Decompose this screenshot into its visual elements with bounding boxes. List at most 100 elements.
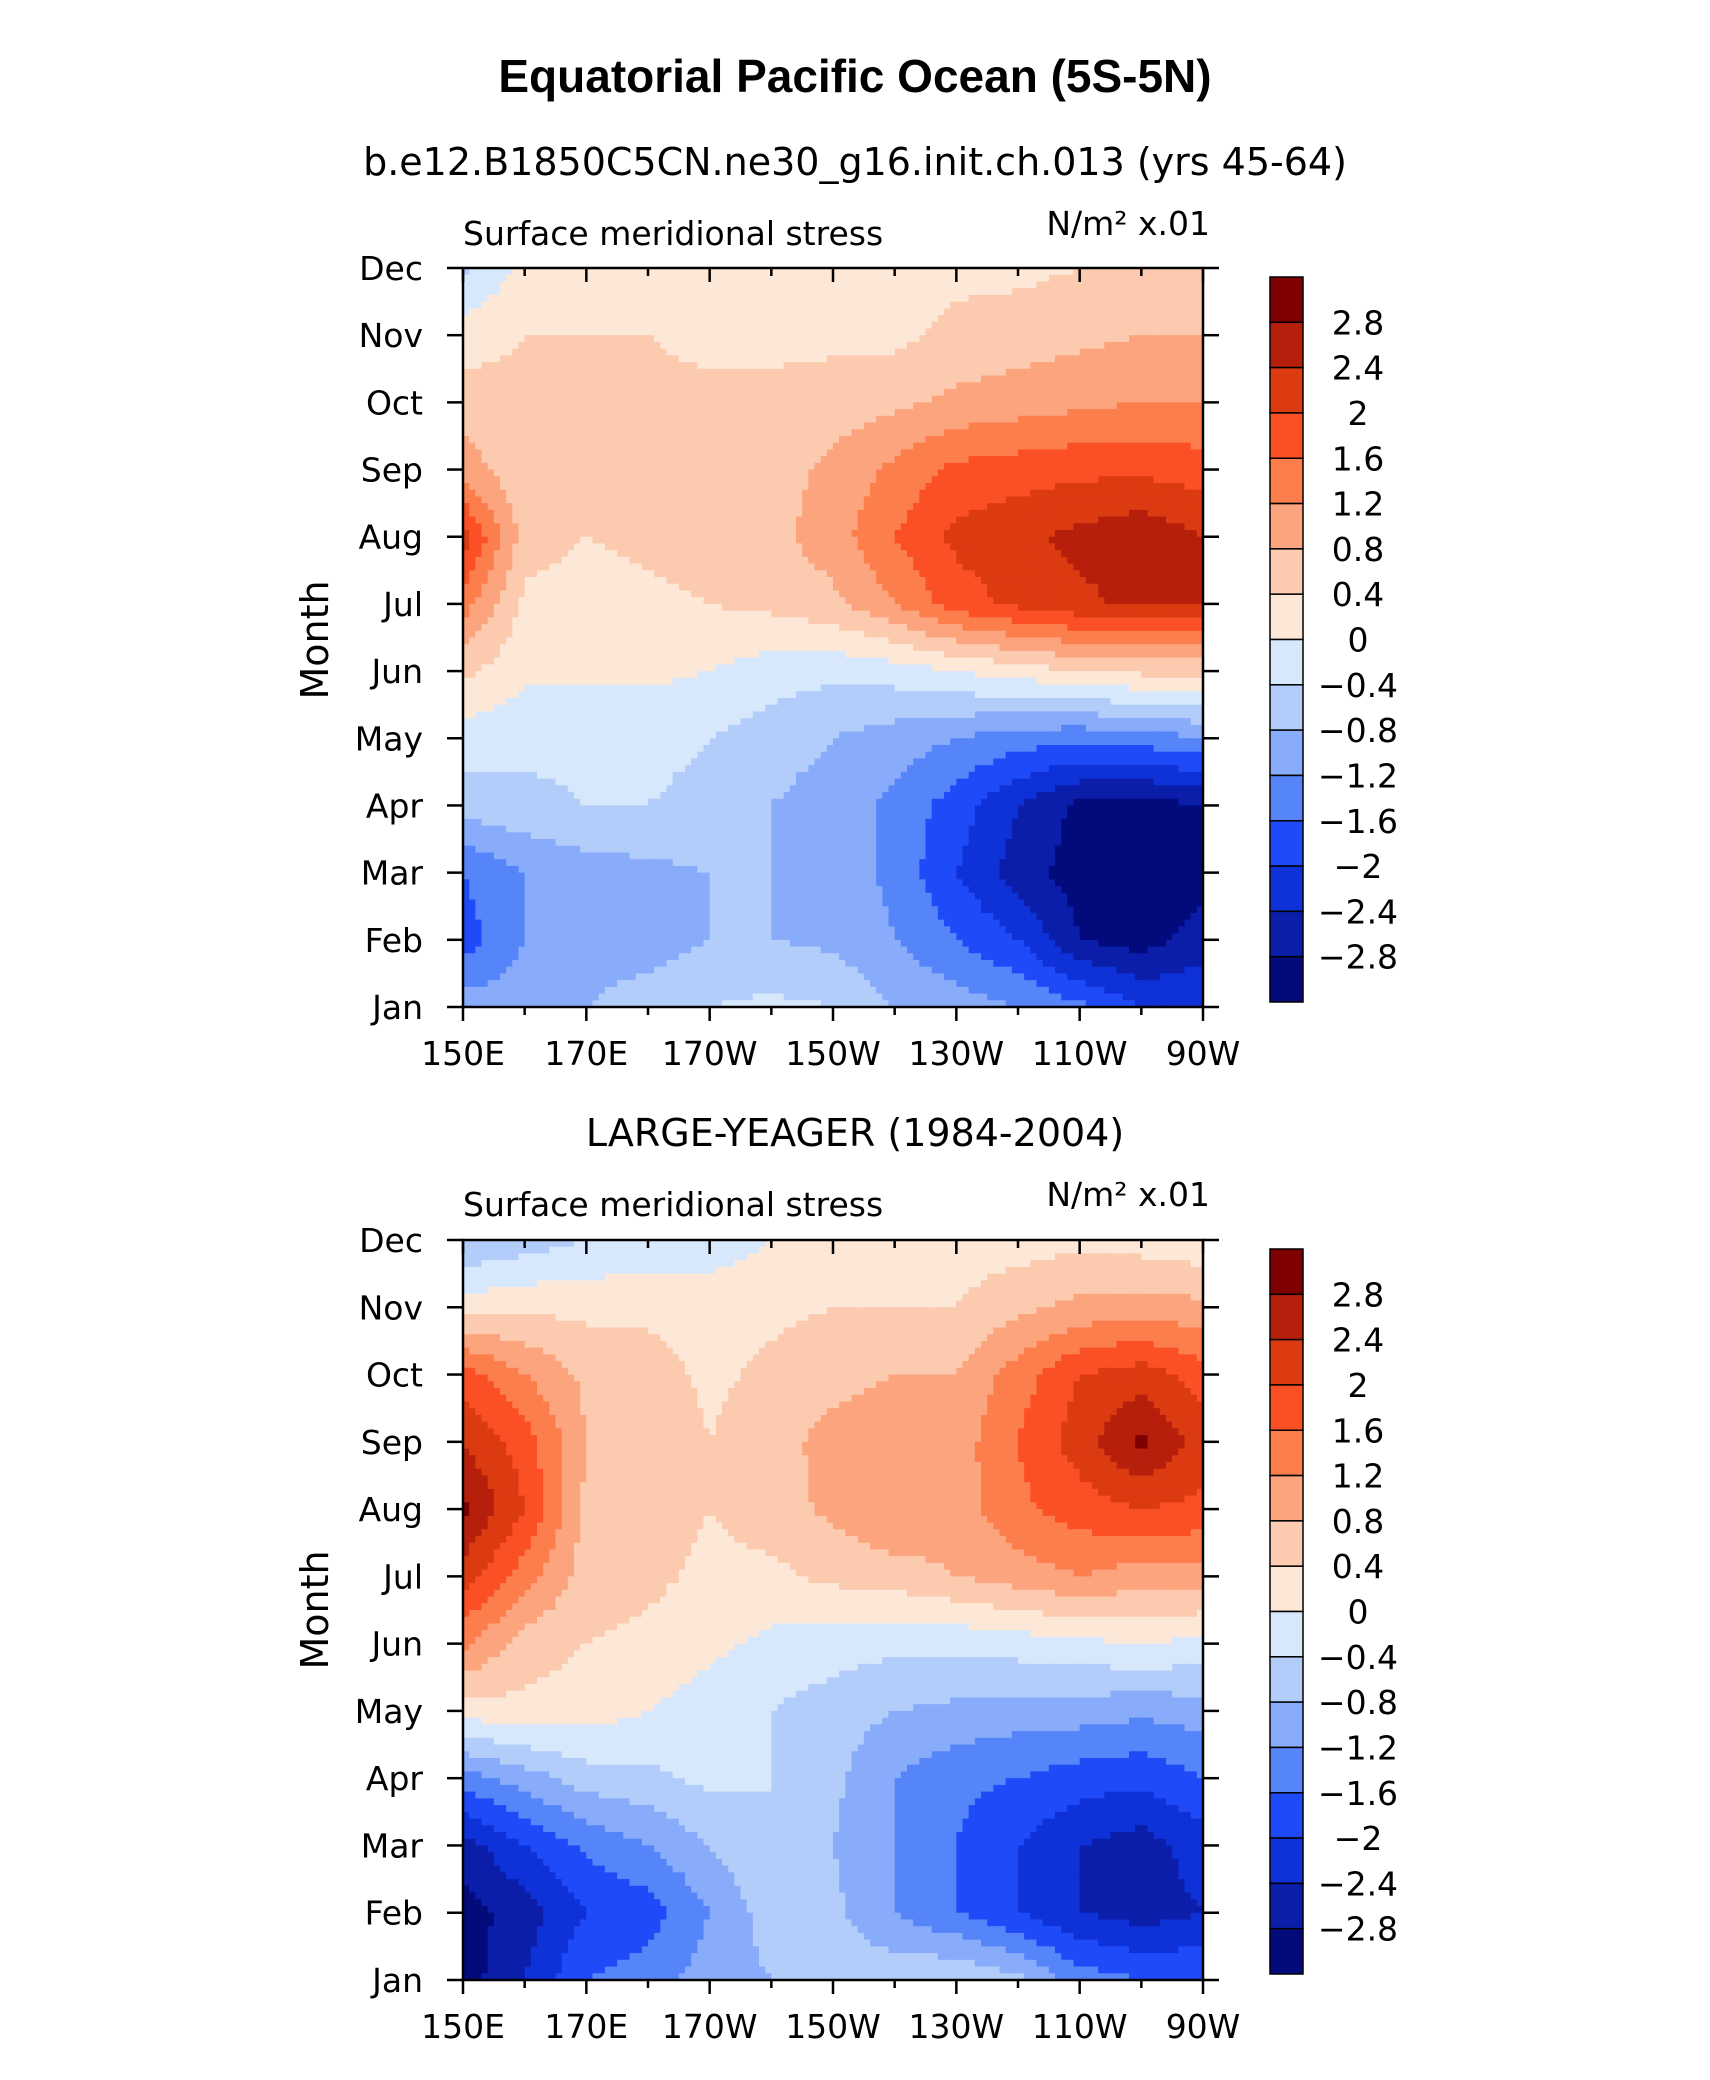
contour-cell	[987, 368, 994, 377]
contour-cell	[1122, 449, 1130, 457]
contour-cell	[1067, 523, 1075, 531]
contour-cell	[709, 409, 717, 417]
contour-cell	[882, 409, 890, 417]
contour-cell	[1018, 469, 1025, 477]
panel-top: b.e12.B1850C5CN.ne30_g16.init.ch.013 (yr…	[293, 140, 1398, 1073]
contour-cell	[530, 496, 538, 504]
contour-cell	[648, 268, 655, 276]
contour-cell	[1116, 328, 1124, 336]
contour-cell	[894, 482, 902, 491]
contour-cell	[623, 301, 631, 309]
contour-cell	[500, 288, 507, 296]
contour-cell	[561, 530, 569, 538]
contour-cell	[789, 415, 797, 424]
contour-cell	[907, 388, 914, 397]
contour-cell	[894, 328, 902, 336]
contour-cell	[752, 308, 760, 316]
contour-cell	[851, 415, 859, 424]
contour-cell	[1067, 489, 1075, 498]
contour-cell	[672, 328, 680, 336]
contour-cell	[1018, 321, 1025, 330]
contour-cell	[894, 449, 902, 457]
contour-cell	[549, 442, 557, 450]
contour-cell	[463, 402, 470, 410]
contour-cell	[660, 449, 668, 457]
contour-cell	[808, 409, 816, 417]
contour-cell	[1184, 442, 1192, 450]
contour-cell	[907, 281, 914, 289]
contour-cell	[1036, 482, 1044, 491]
contour-cell	[863, 415, 871, 424]
contour-cell	[487, 530, 495, 538]
contour-cell	[925, 482, 933, 491]
contour-cell	[740, 308, 748, 316]
contour-cell	[1110, 321, 1118, 330]
contour-cell	[574, 328, 581, 336]
contour-cell	[660, 348, 668, 356]
contour-cell	[1184, 456, 1192, 464]
contour-cell	[981, 274, 988, 283]
contour-cell	[1190, 274, 1198, 283]
contour-cell	[740, 456, 748, 464]
contour-cell	[537, 415, 544, 424]
contour-cell	[777, 509, 785, 518]
contour-cell	[1141, 530, 1149, 538]
contour-cell	[746, 415, 754, 424]
contour-cell	[900, 382, 908, 390]
contour-cell	[987, 362, 994, 370]
contour-cell	[469, 523, 476, 531]
contour-cell	[1042, 469, 1050, 477]
contour-cell	[1178, 341, 1186, 350]
contour-cell	[586, 368, 594, 377]
contour-cell	[703, 482, 711, 491]
contour-cell	[1147, 496, 1155, 504]
contour-cell	[950, 281, 957, 289]
contour-cell	[974, 449, 982, 457]
contour-cell	[1048, 294, 1056, 303]
contour-cell	[1172, 315, 1179, 323]
contour-cell	[617, 543, 624, 551]
contour-cell	[678, 281, 686, 289]
contour-cell	[549, 315, 557, 323]
contour-cell	[1196, 530, 1204, 538]
contour-cell	[1030, 308, 1038, 316]
contour-cell	[660, 422, 668, 430]
contour-cell	[1153, 530, 1161, 538]
contour-cell	[1036, 462, 1044, 471]
contour-cell	[734, 355, 742, 363]
contour-cell	[1122, 469, 1130, 477]
contour-cell	[1030, 509, 1038, 518]
contour-cell	[796, 355, 803, 363]
contour-cell	[752, 382, 760, 390]
contour-cell	[950, 530, 957, 538]
contour-cell	[1122, 496, 1130, 504]
contour-cell	[882, 274, 890, 283]
contour-cell	[863, 268, 871, 276]
contour-cell	[900, 523, 908, 531]
contour-cell	[574, 321, 581, 330]
contour-cell	[981, 536, 988, 545]
contour-cell	[1085, 402, 1093, 410]
contour-cell	[820, 355, 828, 363]
contour-cell	[1122, 442, 1130, 450]
contour-cell	[475, 422, 483, 430]
contour-cell	[500, 543, 507, 551]
contour-cell	[931, 435, 939, 444]
contour-cell	[469, 388, 476, 397]
contour-cell	[820, 435, 828, 444]
contour-cell	[1172, 328, 1179, 336]
contour-cell	[598, 449, 606, 457]
contour-cell	[672, 281, 680, 289]
contour-cell	[814, 476, 822, 484]
contour-cell	[1042, 288, 1050, 296]
contour-cell	[512, 422, 520, 430]
contour-cell	[734, 395, 742, 403]
contour-cell	[993, 395, 1001, 403]
contour-cell	[851, 268, 859, 276]
contour-cell	[666, 395, 674, 403]
contour-cell	[500, 395, 507, 403]
contour-cell	[863, 321, 871, 330]
contour-cell	[808, 523, 816, 531]
contour-cell	[1048, 375, 1056, 383]
contour-cell	[999, 536, 1007, 545]
